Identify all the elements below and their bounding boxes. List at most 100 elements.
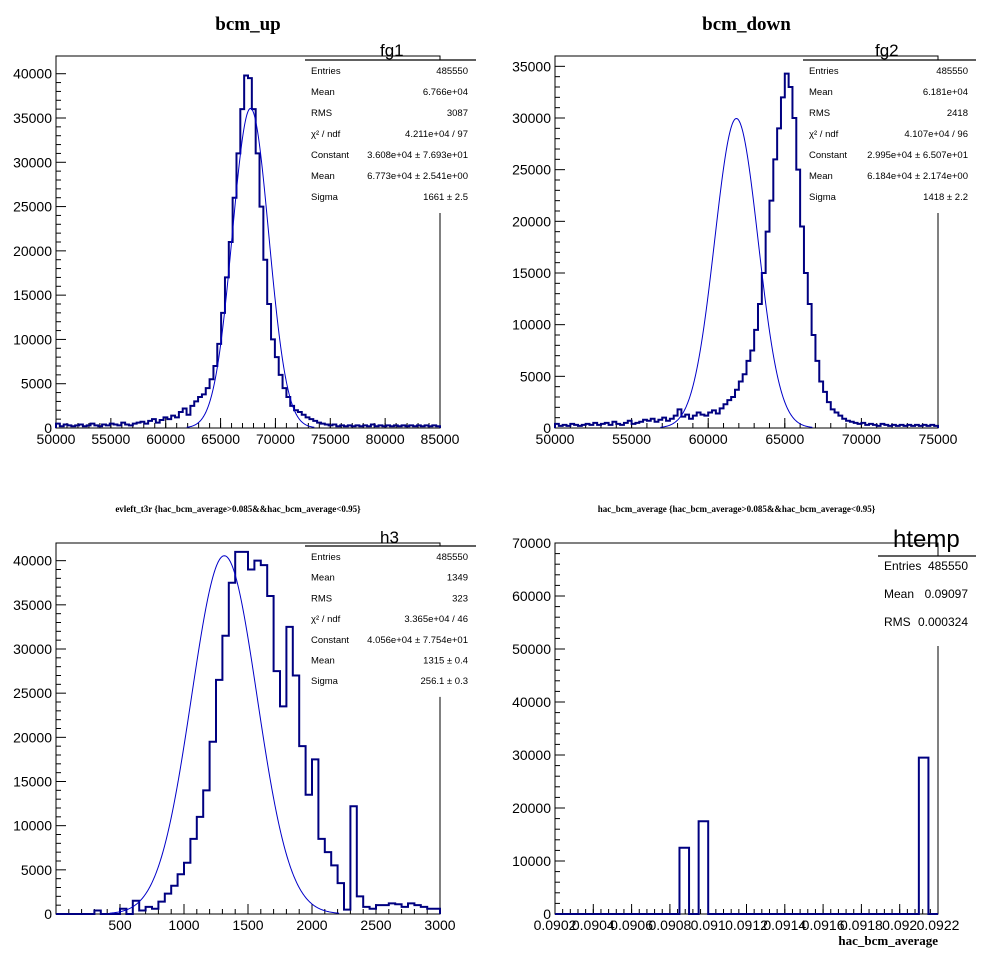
y-tick-label: 20000: [512, 800, 551, 816]
stats-box-name: h3: [380, 528, 399, 547]
y-tick-label: 20000: [512, 213, 551, 229]
y-tick-label: 40000: [13, 66, 52, 82]
stats-label: Mean: [311, 171, 335, 182]
y-tick-label: 0: [543, 420, 551, 436]
y-tick-label: 0: [44, 906, 52, 922]
y-tick-label: 0: [44, 420, 52, 436]
histogram-series: [55, 74, 441, 428]
stats-box-name: fg1: [380, 41, 404, 60]
x-tick-label: 0.0922: [917, 917, 960, 933]
stats-box: [878, 556, 976, 646]
x-tick-label: 0.0904: [572, 917, 615, 933]
x-tick-label: 70000: [256, 431, 295, 447]
x-tick-label: 3000: [424, 917, 455, 933]
stats-value: 0.000324: [918, 615, 968, 629]
x-tick-label: 0.0908: [648, 917, 691, 933]
stats-label: Entries: [311, 66, 341, 77]
y-tick-label: 0: [543, 906, 551, 922]
y-tick-label: 5000: [21, 376, 52, 392]
stats-label: Mean: [311, 87, 335, 98]
stats-label: χ² / ndf: [809, 129, 839, 140]
y-tick-label: 30000: [512, 110, 551, 126]
x-tick-label: 0.0914: [763, 917, 806, 933]
stats-label: RMS: [884, 615, 911, 629]
x-tick-label: 55000: [91, 431, 130, 447]
chart-title: hac_bcm_average {hac_bcm_average>0.085&&…: [598, 504, 876, 514]
y-tick-label: 10000: [512, 317, 551, 333]
stats-label: Sigma: [809, 192, 837, 203]
x-tick-label: 0.091: [691, 917, 726, 933]
y-tick-label: 20000: [13, 729, 52, 745]
stats-value: 3087: [447, 108, 468, 119]
stats-label: Mean: [809, 171, 833, 182]
stats-label: Constant: [311, 150, 349, 161]
panel-hac-bcm-average: hac_bcm_average {hac_bcm_average>0.085&&…: [512, 504, 976, 948]
x-tick-label: 0.0906: [610, 917, 653, 933]
stats-box-name: htemp: [893, 526, 960, 553]
x-axis-label: hac_bcm_average: [838, 933, 938, 948]
x-tick-label: 80000: [366, 431, 405, 447]
stats-value: 323: [452, 593, 468, 604]
x-tick-label: 50000: [37, 431, 76, 447]
y-tick-label: 50000: [512, 641, 551, 657]
x-tick-label: 0.0902: [534, 917, 577, 933]
panel-bcm-down: bcm_down 0 5000 10000 15000 20000 25000 30000 35…: [512, 14, 976, 447]
stats-value: 256.1 ± 0.3: [421, 676, 468, 687]
stats-label: Entries: [809, 66, 839, 77]
stats-label: RMS: [809, 108, 830, 119]
panel-bcm-up: bcm_up 0 5000 10000 15000 20000 25000 30000 3500…: [13, 14, 476, 447]
stats-value: 2418: [947, 108, 968, 119]
stats-label: Entries: [884, 559, 921, 573]
stats-value: 1349: [447, 573, 468, 584]
stats-value: 2.995e+04 ± 6.507e+01: [867, 150, 968, 161]
y-tick-label: 30000: [13, 641, 52, 657]
x-tick-label: 65000: [201, 431, 240, 447]
stats-value: 485550: [936, 66, 968, 77]
x-tick-label: 75000: [311, 431, 350, 447]
stats-value: 6.773e+04 ± 2.541e+00: [367, 171, 468, 182]
stats-label: Mean: [311, 656, 335, 667]
x-tick-label: 60000: [146, 431, 185, 447]
stats-label: Constant: [311, 635, 349, 646]
histogram-series: [554, 72, 939, 428]
x-tick-label: 50000: [536, 431, 575, 447]
stats-value: 6.181e+04: [923, 87, 968, 98]
stats-value: 4.107e+04 / 96: [904, 129, 968, 140]
stats-label: χ² / ndf: [311, 614, 341, 625]
stats-label: Mean: [809, 87, 833, 98]
stats-value: 3.608e+04 ± 7.693e+01: [367, 150, 468, 161]
x-tick-label: 500: [108, 917, 132, 933]
x-tick-label: 0.092: [882, 917, 917, 933]
x-tick-label: 0.0918: [840, 917, 883, 933]
y-tick-label: 40000: [13, 553, 52, 569]
x-tick-label: 65000: [765, 431, 804, 447]
stats-box: [803, 60, 976, 213]
y-tick-label: 60000: [512, 588, 551, 604]
y-tick-label: 15000: [13, 774, 52, 790]
gaussian-fit-curve: [186, 107, 315, 428]
x-tick-label: 2500: [360, 917, 391, 933]
stats-value: 0.09097: [925, 587, 969, 601]
stats-label: Sigma: [311, 676, 339, 687]
histogram-series: [56, 550, 441, 915]
stats-label: Constant: [809, 150, 847, 161]
y-tick-label: 5000: [21, 862, 52, 878]
y-tick-label: 10000: [13, 331, 52, 347]
stats-value: 4.211e+04 / 97: [405, 129, 468, 140]
x-tick-label: 1000: [168, 917, 199, 933]
x-tick-label: 75000: [919, 431, 958, 447]
y-tick-label: 70000: [512, 535, 551, 551]
stats-value: 1661 ± 2.5: [423, 192, 468, 203]
y-tick-label: 25000: [13, 199, 52, 215]
chart-title: evleft_t3r {hac_bcm_average>0.085&&hac_b…: [115, 504, 361, 514]
gaussian-fit-curve: [660, 118, 813, 428]
y-tick-label: 20000: [13, 243, 52, 259]
stats-value: 485550: [436, 66, 468, 77]
x-tick-label: 60000: [689, 431, 728, 447]
x-tick-label: 2000: [296, 917, 327, 933]
stats-value: 3.365e+04 / 46: [404, 614, 468, 625]
stats-value: 485550: [928, 559, 968, 573]
stats-value: 6.184e+04 ± 2.174e+00: [867, 171, 968, 182]
stats-label: Entries: [311, 552, 341, 563]
histogram-series: [555, 756, 938, 915]
